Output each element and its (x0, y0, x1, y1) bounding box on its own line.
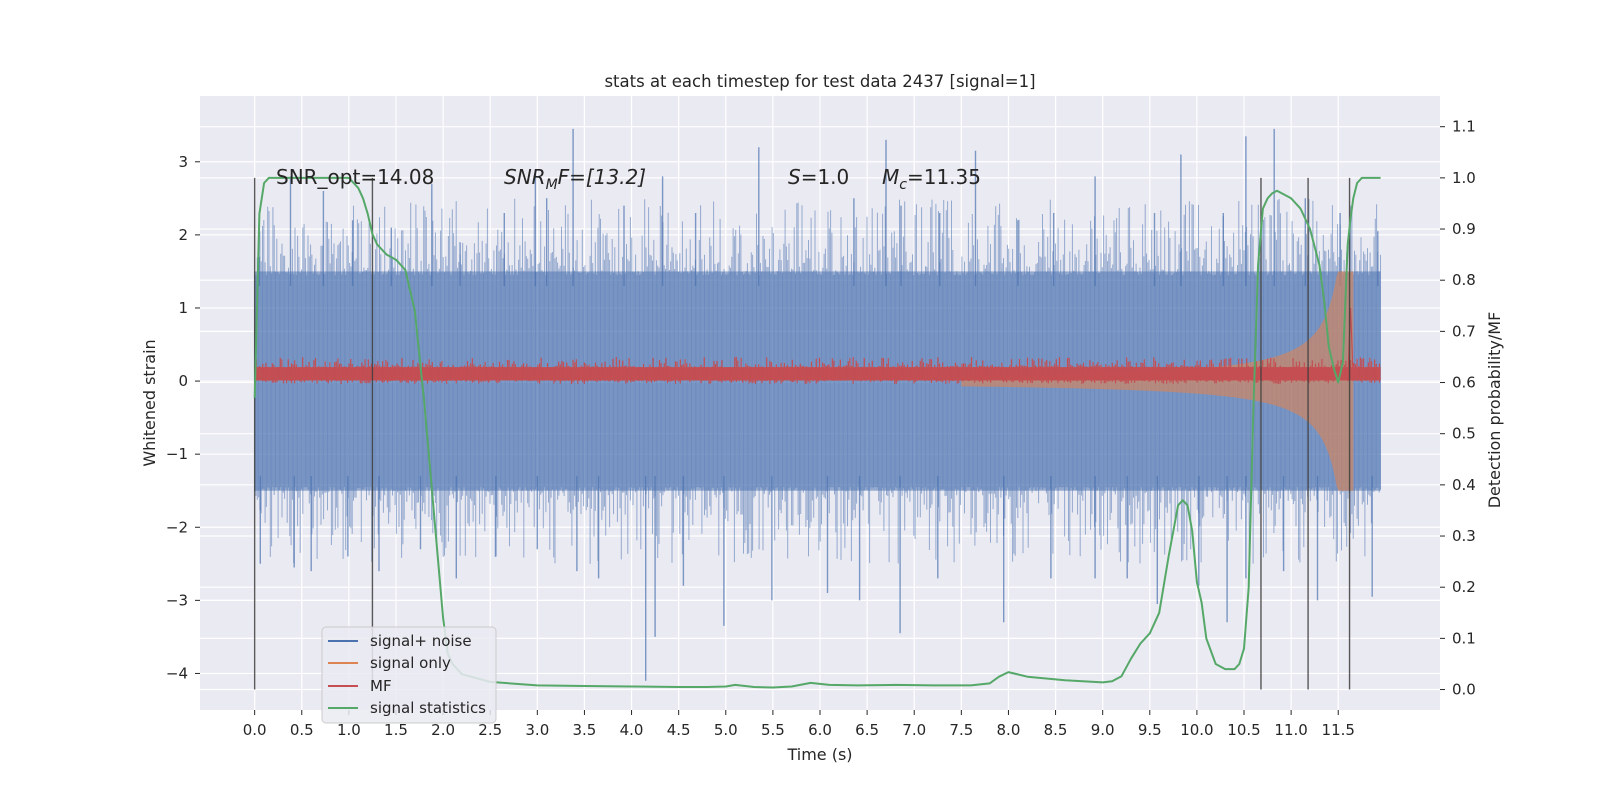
y-axis-label: Whitened strain (140, 339, 159, 466)
y2-tick-label: 0.1 (1452, 629, 1476, 647)
legend-label-signal-plus-noise: signal+ noise (370, 632, 472, 650)
annotation-snr-mf-symbol: SNR (504, 165, 546, 189)
annotation-s-value: =1.0 (801, 165, 850, 189)
y-tick-label: 3 (178, 153, 188, 171)
legend-entry-signal-plus-noise: signal+ noise (328, 632, 472, 650)
y-tick-label: 0 (178, 372, 188, 390)
x-tick-label: 4.5 (667, 721, 691, 739)
y-tick-label: −4 (166, 664, 188, 682)
legend: signal+ noise signal only MF signal stat… (321, 626, 497, 724)
x-tick-label: 1.5 (384, 721, 408, 739)
y-tick-label: 2 (178, 226, 188, 244)
x-tick-label: 8.5 (1044, 721, 1068, 739)
annotation-mc-value: =11.35 (907, 165, 981, 189)
x-tick-label: 7.0 (902, 721, 926, 739)
x-tick-label: 9.0 (1091, 721, 1115, 739)
legend-box (321, 626, 497, 724)
y-axis-ticks: 3 2 1 0 −1 −2 −3 −4 (166, 153, 200, 682)
x-tick-label: 7.5 (949, 721, 973, 739)
y2-tick-label: 0.3 (1452, 527, 1476, 545)
x-axis-ticks: 0.0 0.5 1.0 1.5 2.0 2.5 3.0 3.5 4.0 4.5 5.0 5.5 6.0 6… (243, 710, 1355, 739)
y-tick-label: 1 (178, 299, 188, 317)
y2-tick-label: 0.4 (1452, 476, 1476, 494)
y2-tick-label: 0.6 (1452, 374, 1476, 392)
signal-statistics-line (253, 176, 1381, 689)
y2-tick-label: 0.9 (1452, 220, 1476, 238)
y2-tick-label: 0.2 (1452, 578, 1476, 596)
x-tick-label: 6.0 (808, 721, 832, 739)
annotation-s-symbol: S (788, 165, 801, 189)
annotation-mc: Mc=11.35 (882, 165, 981, 193)
legend-entry-mf: MF (328, 677, 392, 695)
legend-entry-signal-statistics: signal statistics (328, 699, 486, 717)
annotation-snr-opt: SNR_opt=14.08 (276, 165, 434, 189)
x-tick-label: 11.5 (1322, 721, 1355, 739)
y2-axis-label: Detection probability/MF (1485, 312, 1504, 509)
series-mf (254, 307, 1381, 384)
annotation-mc-symbol: M (882, 165, 899, 189)
x-tick-label: 6.5 (855, 721, 879, 739)
annotation-mc-subscript: c (899, 177, 907, 193)
annotations: SNR_opt=14.08 SNRMF=[13.2] S=1.0 Mc=11.3… (276, 165, 981, 193)
x-tick-label: 2.0 (431, 721, 455, 739)
y2-tick-label: 0.7 (1452, 322, 1476, 340)
legend-label-signal-only: signal only (370, 654, 451, 672)
x-tick-label: 10.5 (1227, 721, 1260, 739)
y-tick-label: −1 (166, 445, 188, 463)
chart-title: stats at each timestep for test data 243… (604, 72, 1035, 91)
legend-label-signal-statistics: signal statistics (370, 699, 486, 717)
x-tick-label: 11.0 (1274, 721, 1307, 739)
y-tick-label: −3 (166, 591, 188, 609)
x-tick-label: 9.5 (1138, 721, 1162, 739)
y2-tick-label: 0.5 (1452, 425, 1476, 443)
y2-tick-label: 1.0 (1452, 169, 1476, 187)
x-tick-label: 10.0 (1180, 721, 1213, 739)
annotation-snr-mf-subscript: M (546, 177, 558, 193)
x-tick-label: 3.5 (573, 721, 597, 739)
y2-tick-label: 0.0 (1452, 681, 1476, 699)
x-tick-label: 5.5 (761, 721, 785, 739)
annotation-snr-mf: SNRMF=[13.2] (504, 165, 646, 193)
annotation-snr-mf-rest: F=[13.2] (558, 165, 646, 189)
noise-peaks (258, 128, 1379, 681)
annotation-s: S=1.0 (788, 165, 849, 189)
y2-tick-label: 1.1 (1452, 118, 1476, 136)
x-tick-label: 5.0 (714, 721, 738, 739)
x-tick-label: 2.5 (478, 721, 502, 739)
series-signal-statistics (253, 176, 1381, 689)
y2-axis-ticks: 1.1 1.0 0.9 0.8 0.7 0.6 0.5 0.4 0.3 0.2 0.1 0.0 (1440, 118, 1476, 699)
legend-entry-signal-only: signal only (328, 654, 451, 672)
x-tick-label: 3.0 (525, 721, 549, 739)
series-signal-only (961, 271, 1354, 491)
x-tick-label: 1.0 (337, 721, 361, 739)
x-axis-label: Time (s) (786, 745, 852, 764)
x-tick-label: 8.0 (997, 721, 1021, 739)
x-tick-label: 0.0 (243, 721, 267, 739)
legend-label-mf: MF (370, 677, 392, 695)
x-tick-label: 0.5 (290, 721, 314, 739)
vertical-markers (253, 177, 1351, 690)
chirp-envelope (961, 271, 1354, 491)
y-tick-label: −2 (166, 518, 188, 536)
y2-tick-label: 0.8 (1452, 271, 1476, 289)
x-tick-label: 4.0 (620, 721, 644, 739)
